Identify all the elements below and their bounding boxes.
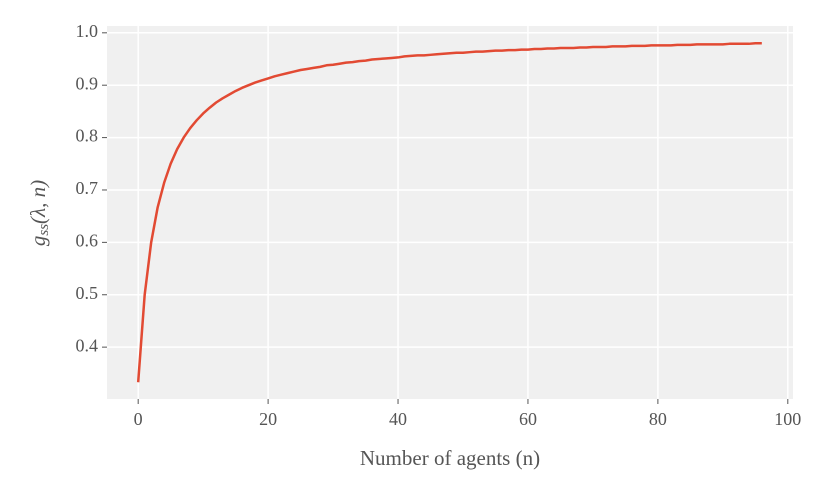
y-tick-label: 0.8 (76, 126, 99, 146)
y-tick-label: 0.6 (76, 230, 99, 250)
y-axis-label: gss(λ, n) (26, 180, 53, 246)
y-tick-label: 0.4 (76, 335, 99, 355)
x-tick-label: 20 (259, 409, 277, 429)
x-axis-label: Number of agents (n) (360, 446, 540, 470)
y-tick-label: 0.5 (76, 283, 99, 303)
x-tick-label: 0 (134, 409, 143, 429)
y-tick-label: 1.0 (76, 21, 99, 41)
x-tick-label: 60 (519, 409, 537, 429)
y-label-args: (λ, n) (26, 180, 50, 224)
data-line (136, 42, 762, 383)
y-label-sub: ss (36, 224, 52, 236)
x-tick-label: 80 (649, 409, 667, 429)
plot-area (107, 26, 793, 399)
x-tick-label: 100 (774, 409, 801, 429)
x-tick-label: 40 (389, 409, 407, 429)
y-tick-label: 0.7 (76, 178, 99, 198)
y-label-base: g (26, 236, 50, 247)
y-tick-label: 0.9 (76, 73, 99, 93)
